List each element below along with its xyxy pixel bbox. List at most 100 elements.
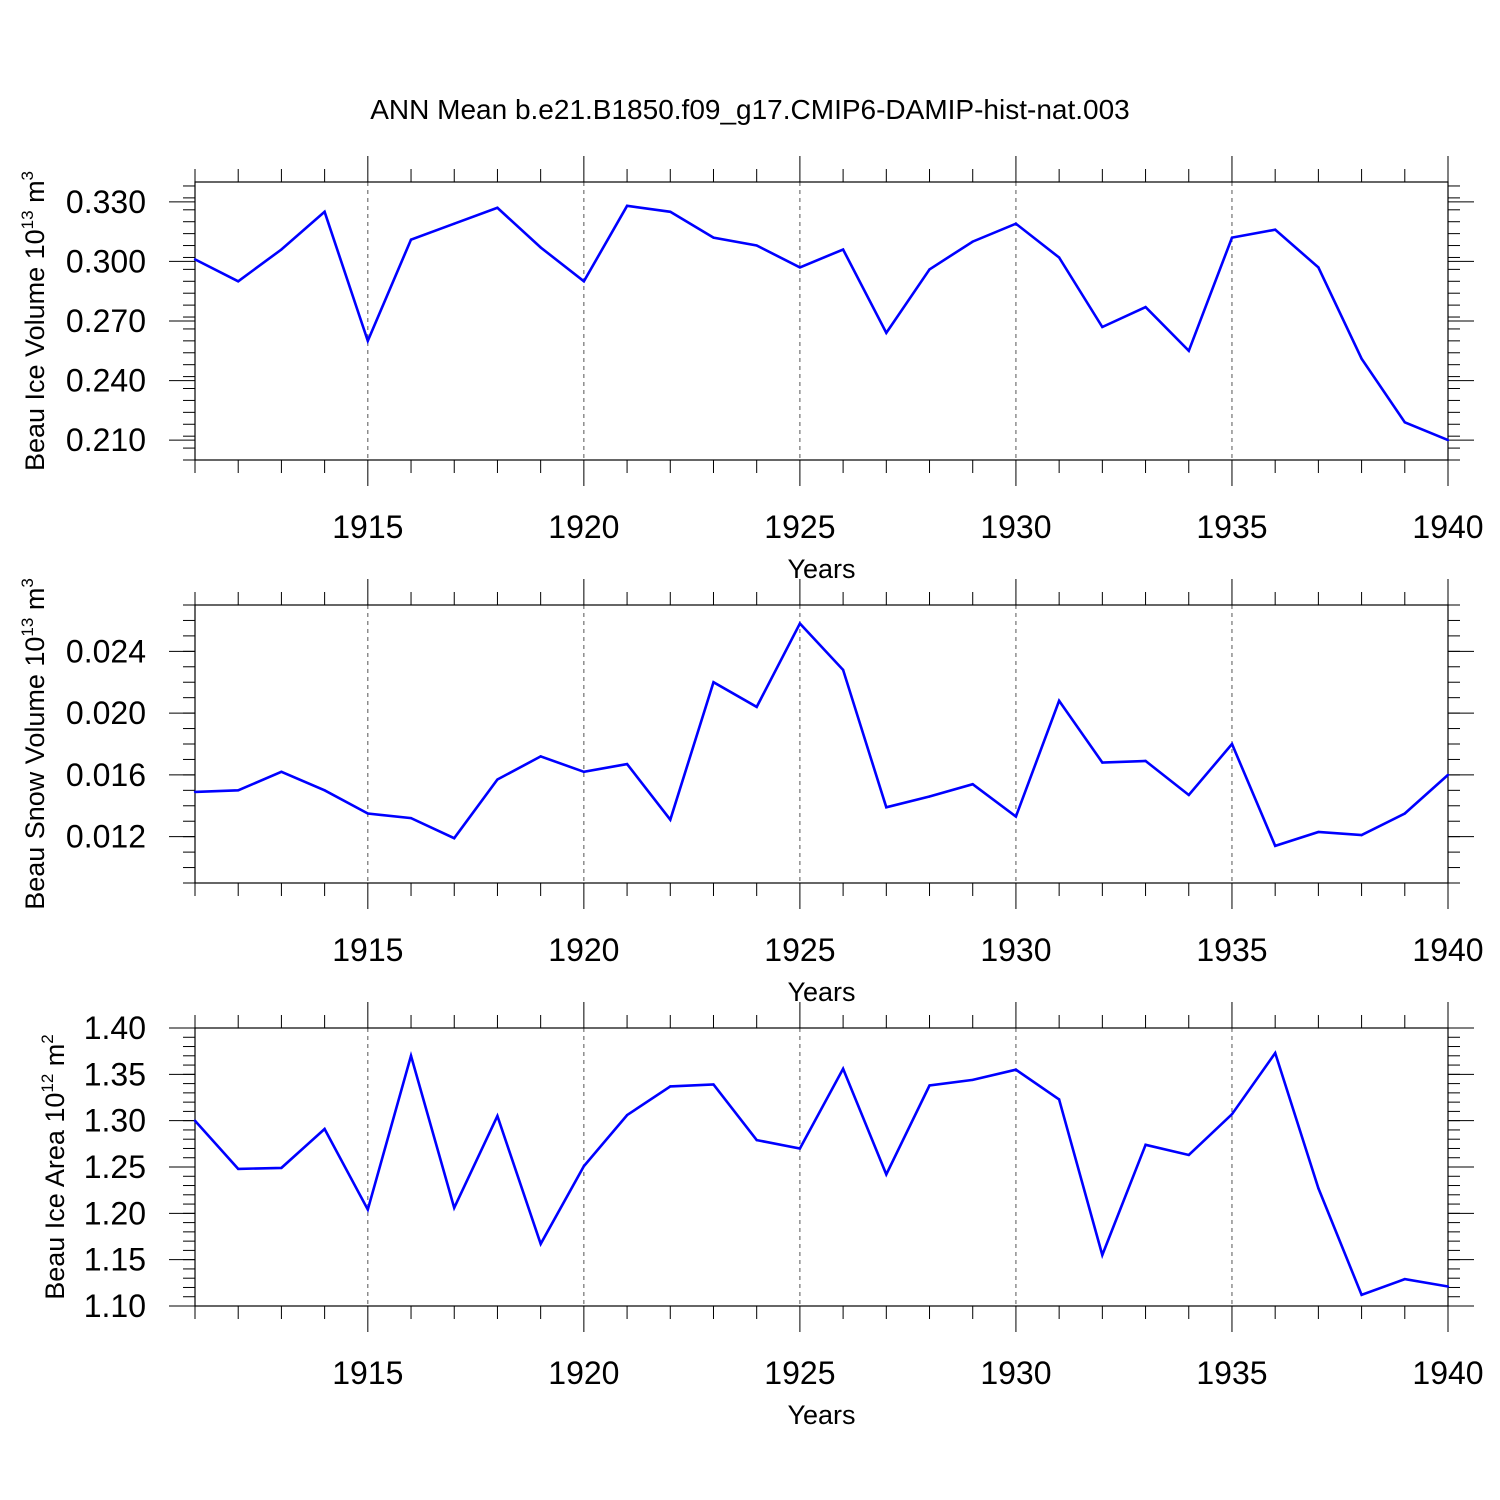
plot-frame [194, 1027, 1449, 1307]
x-tick-label: 1915 [332, 932, 403, 968]
data-point [928, 795, 931, 798]
data-point [323, 210, 326, 213]
data-point [1144, 305, 1147, 309]
y-axis-label: Beau Ice Volume 1013 m3 [18, 171, 50, 471]
panel-ice-area: 1.10 1.15 1.20 1.25 1.30 1.35 1.40 1915 1920 1925… [38, 1002, 1484, 1430]
data-point [193, 790, 197, 794]
data-point [1446, 1285, 1450, 1288]
data-point [366, 812, 370, 815]
data-point [1101, 325, 1104, 329]
data-point [1101, 761, 1104, 764]
data-point [366, 339, 370, 343]
y-tick-label: 0.300 [66, 243, 146, 279]
x-axis-label: Years [787, 977, 855, 1007]
data-point [193, 258, 197, 261]
y-tick-label: 0.012 [66, 819, 146, 855]
x-tick-label: 1915 [332, 1355, 403, 1391]
data-point [582, 280, 586, 283]
data-point [496, 1114, 499, 1118]
data-point [1187, 1153, 1190, 1157]
data-point [841, 668, 845, 672]
data-point [1273, 1051, 1277, 1055]
data-point [1014, 1068, 1018, 1071]
x-tick-label: 1940 [1412, 1355, 1483, 1391]
data-point [798, 266, 802, 269]
data-point [280, 770, 283, 773]
x-tick-label: 1920 [548, 1355, 619, 1391]
x-tick-label: 1930 [980, 932, 1051, 968]
y-tick-label: 0.020 [66, 695, 146, 731]
data-point [1317, 1187, 1320, 1190]
data-point [366, 1208, 370, 1211]
data-point [1101, 1253, 1104, 1257]
y-tick-label: 1.20 [84, 1195, 146, 1231]
data-point [323, 1127, 326, 1131]
data-point [453, 1206, 456, 1209]
data-point [712, 236, 715, 239]
data-point [496, 206, 499, 210]
data-point [539, 755, 542, 758]
data-point [1014, 815, 1018, 818]
data-point [1360, 1293, 1363, 1297]
data-point [323, 789, 326, 792]
data-point [1230, 1112, 1234, 1116]
data-point [453, 837, 456, 840]
data-point [755, 244, 758, 247]
data-point [669, 210, 672, 213]
data-point [625, 1113, 629, 1117]
data-point [755, 1138, 758, 1142]
x-tick-label: 1935 [1196, 509, 1267, 545]
data-point [885, 331, 888, 335]
data-point [280, 1166, 283, 1170]
data-point [1187, 349, 1190, 352]
x-tick-label: 1915 [332, 509, 403, 545]
data-point [971, 1078, 974, 1082]
data-point [928, 1084, 931, 1087]
data-point [409, 238, 413, 241]
y-tick-label: 0.240 [66, 363, 146, 399]
panel-ice-volume: 0.210 0.240 0.270 0.300 0.330 1915 1920 1925 193… [18, 156, 1484, 584]
x-tick-label: 1930 [980, 1355, 1051, 1391]
x-axis-label: Years [787, 1400, 855, 1430]
data-point [1057, 256, 1061, 259]
data-point [582, 770, 586, 773]
y-axis-label: Beau Snow Volume 1013 m3 [18, 578, 50, 910]
data-point [582, 1164, 586, 1168]
figure-title: ANN Mean b.e21.B1850.f09_g17.CMIP6-DAMIP… [370, 94, 1130, 125]
data-point [1057, 1098, 1061, 1101]
data-point [841, 248, 845, 251]
data-point [193, 1119, 197, 1122]
y-tick-label: 1.35 [84, 1056, 146, 1092]
data-point [1403, 421, 1406, 424]
data-point [237, 789, 240, 792]
y-tick-label: 1.10 [84, 1288, 146, 1324]
y-tick-label: 1.25 [84, 1149, 146, 1185]
data-point [1446, 438, 1450, 442]
data-point [1317, 830, 1320, 834]
data-point [971, 240, 974, 243]
data-point [885, 806, 888, 809]
data-point [1360, 357, 1363, 360]
data-point [1187, 793, 1190, 797]
data-point [928, 268, 931, 271]
data-point [237, 1167, 240, 1171]
data-point [885, 1173, 888, 1176]
data-point [798, 622, 802, 625]
data-point [712, 1083, 715, 1086]
data-point [453, 222, 456, 225]
series-line [194, 621, 1449, 848]
panel-snow-volume: 0.012 0.016 0.020 0.024 1915 1920 1925 1930 1935… [18, 578, 1484, 1007]
x-axis-label: Years [787, 554, 855, 584]
data-point [1446, 773, 1450, 777]
x-tick-label: 1925 [764, 1355, 835, 1391]
data-point [1230, 742, 1234, 746]
x-tick-label: 1920 [548, 509, 619, 545]
data-point [280, 248, 283, 251]
data-point [712, 681, 715, 684]
x-tick-label: 1940 [1412, 509, 1483, 545]
data-point [539, 1242, 542, 1246]
y-tick-label: 0.210 [66, 422, 146, 458]
x-tick-label: 1920 [548, 932, 619, 968]
series-line [194, 1050, 1449, 1297]
